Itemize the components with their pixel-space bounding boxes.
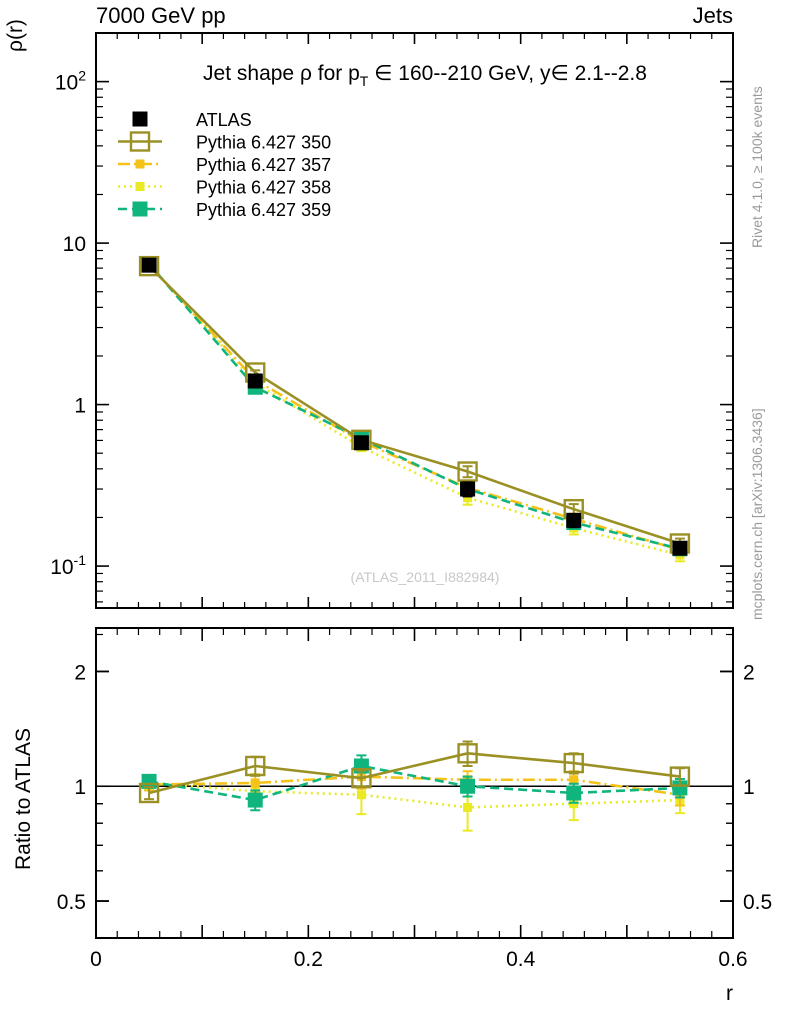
ratio-y-tick-label-right: 0.5 bbox=[743, 891, 772, 914]
y-axis-label: ρ(r) bbox=[4, 19, 27, 52]
x-tick-label: 0.2 bbox=[294, 948, 323, 971]
legend-item-s350[interactable]: Pythia 6.427 350 bbox=[118, 131, 331, 153]
data-point-s350 bbox=[351, 767, 372, 789]
series-s358-main bbox=[144, 259, 685, 563]
legend-label-s358: Pythia 6.427 358 bbox=[196, 178, 331, 198]
legend-marker-s357 bbox=[135, 159, 145, 169]
data-point-s350 bbox=[457, 743, 478, 764]
legend-label-s357: Pythia 6.427 357 bbox=[196, 155, 331, 175]
data-point-s358 bbox=[463, 802, 473, 812]
legend-marker-s359 bbox=[132, 201, 148, 217]
data-point-s350 bbox=[138, 255, 160, 277]
main-panel-data bbox=[138, 255, 691, 563]
legend-item-atlas[interactable]: ATLAS bbox=[132, 110, 252, 130]
ratio-y-tick-label-right: 1 bbox=[743, 776, 755, 799]
data-point-s350 bbox=[457, 461, 478, 482]
series-s358-ratio bbox=[144, 776, 685, 832]
data-point-s350 bbox=[138, 782, 160, 804]
data-point-atlas bbox=[247, 373, 263, 389]
series-s357-main bbox=[144, 260, 685, 557]
legend-item-s357[interactable]: Pythia 6.427 357 bbox=[118, 155, 331, 175]
series-s359-main bbox=[141, 256, 688, 557]
ratio-panel-data bbox=[138, 740, 691, 832]
data-point-atlas bbox=[141, 257, 157, 273]
ratio-axis-label: Ratio to ATLAS bbox=[12, 728, 35, 870]
series-line-s358 bbox=[148, 263, 681, 557]
series-line-s359 bbox=[148, 262, 681, 551]
main-plot-frame bbox=[95, 32, 734, 609]
series-line-s357 bbox=[149, 775, 681, 797]
data-point-s357 bbox=[569, 775, 579, 785]
legend-item-s359[interactable]: Pythia 6.427 359 bbox=[118, 200, 331, 220]
legend-marker-s350 bbox=[129, 131, 151, 152]
data-point-atlas bbox=[566, 512, 582, 528]
legend-label-atlas: ATLAS bbox=[196, 110, 252, 130]
x-tick-label: 0.6 bbox=[718, 948, 747, 971]
series-s350-main bbox=[138, 255, 691, 554]
rivet-version-text: Rivet 4.1.0, ≥ 100k events bbox=[749, 86, 765, 248]
analysis-id-watermark: (ATLAS_2011_I882984) bbox=[351, 569, 500, 585]
legend-label-s359: Pythia 6.427 359 bbox=[196, 200, 331, 220]
series-atlas-main bbox=[141, 257, 688, 556]
main-panel-axes: 102 10 1 10-1 bbox=[50, 32, 734, 609]
plot-title: Jet shape ρ for pT ∈ 160--210 GeV, y∈ 2.… bbox=[203, 62, 647, 89]
mcplots-source-text: mcplots.cern.ch [arXiv:1306.3436] bbox=[749, 408, 765, 620]
header-beam-label: 7000 GeV pp bbox=[96, 3, 226, 28]
x-axis-label: r bbox=[726, 982, 733, 1005]
data-point-s350 bbox=[669, 766, 691, 787]
ratio-y-tick-label: 0.5 bbox=[57, 891, 86, 914]
data-point-s359 bbox=[566, 785, 582, 801]
legend-item-s358[interactable]: Pythia 6.427 358 bbox=[118, 178, 331, 198]
series-line-s350 bbox=[148, 752, 681, 795]
main-y-tick-label: 10 bbox=[63, 233, 86, 256]
series-line-s350 bbox=[148, 265, 681, 545]
data-point-s358 bbox=[356, 790, 366, 800]
data-point-s359 bbox=[247, 792, 263, 808]
legend-marker-s358 bbox=[135, 182, 145, 191]
series-s357-ratio bbox=[144, 764, 685, 807]
x-tick-label: 0 bbox=[90, 948, 102, 971]
ratio-panel-axes: 2 2 1 1 0.5 0.5 0 0.2 0.4 0.6 bbox=[57, 627, 772, 971]
ratio-y-tick-label-right: 2 bbox=[743, 661, 755, 684]
data-point-atlas bbox=[460, 481, 476, 497]
main-y-tick-label: 10-1 bbox=[50, 552, 86, 579]
svg-text:Jet shape ρ for pT ∈ 160--210: Jet shape ρ for pT ∈ 160--210 GeV, y∈ 2.… bbox=[203, 62, 647, 89]
ratio-y-tick-label: 2 bbox=[74, 661, 86, 684]
x-tick-label: 0.4 bbox=[506, 948, 536, 971]
data-point-s350 bbox=[563, 752, 584, 774]
main-y-tick-label: 1 bbox=[74, 395, 86, 418]
series-line-s359 bbox=[148, 764, 680, 802]
series-line-s357 bbox=[148, 263, 681, 552]
data-point-s350 bbox=[245, 755, 266, 777]
data-point-s359 bbox=[460, 778, 476, 794]
data-point-atlas bbox=[672, 540, 688, 556]
header-analysis-label: Jets bbox=[693, 3, 733, 28]
legend-label-s350: Pythia 6.427 350 bbox=[196, 133, 331, 153]
main-y-tick-label: 102 bbox=[55, 68, 86, 95]
data-point-atlas bbox=[353, 435, 369, 451]
series-s350-ratio bbox=[138, 740, 691, 804]
legend-marker-atlas bbox=[132, 111, 148, 127]
ratio-y-tick-label: 1 bbox=[74, 776, 86, 799]
data-point-s357 bbox=[250, 778, 260, 788]
